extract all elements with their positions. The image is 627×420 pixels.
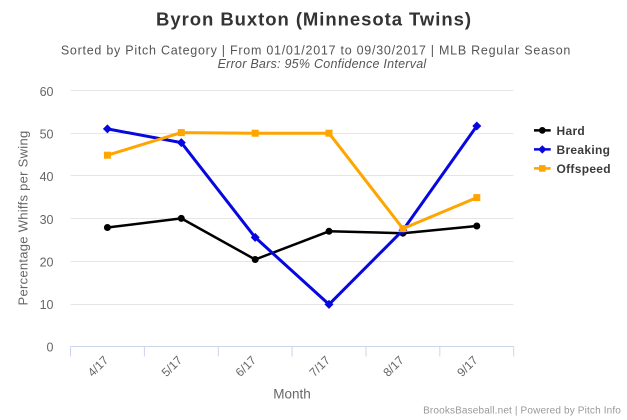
svg-text:Byron Buxton (Minnesota Twins): Byron Buxton (Minnesota Twins)	[156, 8, 472, 29]
svg-text:60: 60	[40, 85, 54, 99]
svg-text:30: 30	[40, 213, 54, 227]
svg-text:Breaking: Breaking	[557, 143, 611, 157]
svg-text:Hard: Hard	[557, 124, 586, 138]
svg-text:50: 50	[40, 128, 54, 142]
svg-text:BrooksBaseball.net | Powered b: BrooksBaseball.net | Powered by Pitch In…	[423, 406, 621, 417]
svg-text:Month: Month	[273, 387, 311, 402]
svg-text:20: 20	[40, 255, 54, 269]
svg-text:Error Bars: 95% Confidence Int: Error Bars: 95% Confidence Interval	[218, 57, 428, 71]
svg-text:Offspeed: Offspeed	[557, 162, 611, 176]
svg-text:10: 10	[40, 298, 54, 312]
svg-text:Sorted by Pitch Category | Fro: Sorted by Pitch Category | From 01/01/20…	[61, 44, 571, 58]
svg-text:40: 40	[40, 170, 54, 184]
svg-text:Percentage Whiffs per Swing: Percentage Whiffs per Swing	[16, 131, 31, 306]
svg-text:0: 0	[47, 341, 54, 355]
